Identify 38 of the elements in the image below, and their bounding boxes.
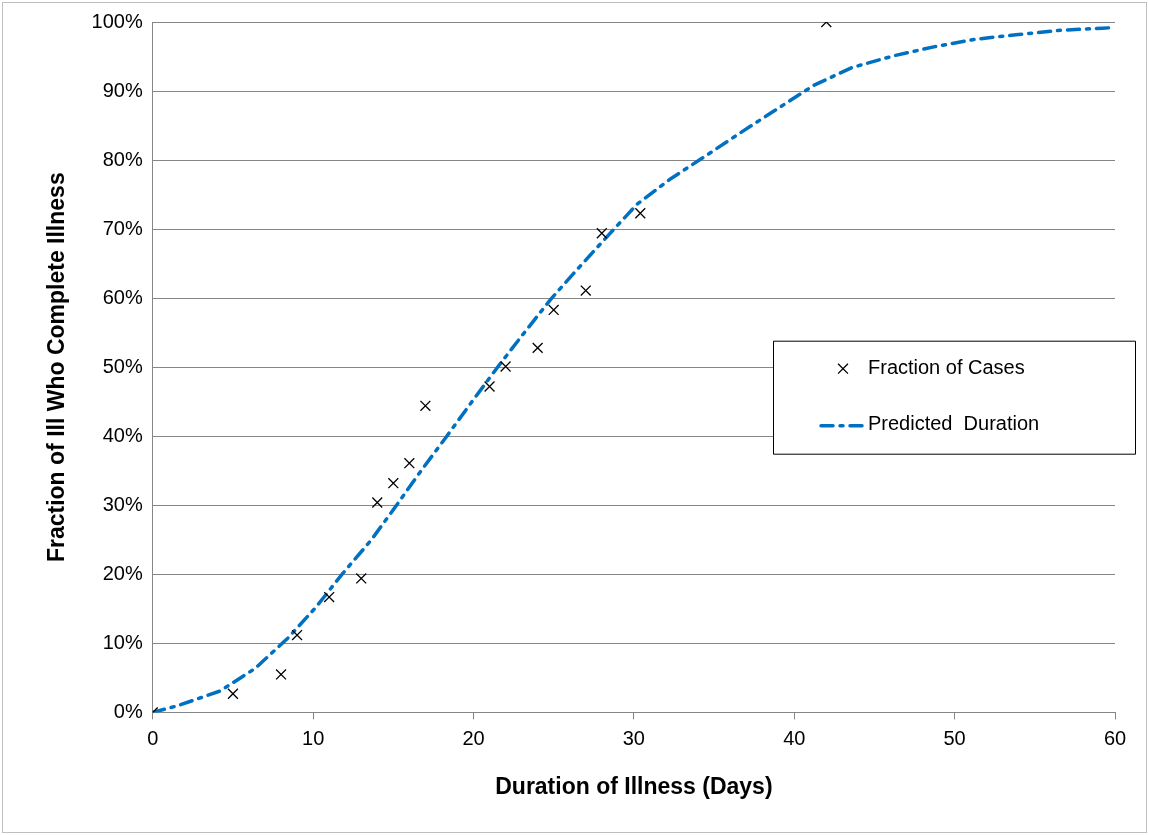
x-tick-label: 0 — [147, 726, 159, 749]
point — [275, 668, 287, 681]
y-axis-title: Fraction of Ill Who Complete Illness — [43, 172, 70, 563]
x-tick-label: 20 — [462, 726, 485, 749]
x-tick-label: 10 — [302, 726, 325, 749]
y-tick-label: 0% — [113, 699, 143, 722]
x-axis-title: Duration of Illness (Days) — [495, 772, 773, 799]
point — [355, 572, 367, 585]
point — [403, 457, 415, 469]
y-tick-label: 100% — [91, 9, 143, 32]
point — [532, 342, 544, 354]
point — [580, 284, 592, 297]
y-tick-label: 90% — [102, 78, 143, 101]
x-tick-label: 50 — [943, 726, 966, 749]
y-tick-label: 50% — [102, 354, 143, 377]
y-tick-label: 20% — [102, 561, 143, 584]
point — [483, 380, 496, 393]
y-tick-label: 40% — [102, 423, 143, 446]
x-tick-label: 30 — [622, 726, 645, 749]
point — [596, 227, 608, 239]
y-tick-label: 70% — [102, 216, 143, 239]
point — [419, 400, 431, 412]
y-tick-label: 80% — [102, 147, 143, 170]
point — [227, 688, 239, 700]
legend-label: Fraction of Cases — [868, 356, 1025, 379]
point — [291, 629, 303, 641]
y-tick-label: 10% — [102, 630, 143, 653]
point — [387, 477, 399, 489]
y-tick-label: 60% — [102, 285, 143, 308]
point — [499, 360, 512, 373]
point — [634, 207, 646, 219]
y-tick-label: 30% — [102, 492, 143, 515]
x-tick-label: 60 — [1103, 726, 1127, 749]
x-tick-label: 40 — [783, 726, 806, 749]
point — [548, 304, 560, 316]
point — [323, 591, 335, 603]
point — [371, 496, 383, 509]
legend-label: Predicted Duration — [868, 412, 1040, 435]
